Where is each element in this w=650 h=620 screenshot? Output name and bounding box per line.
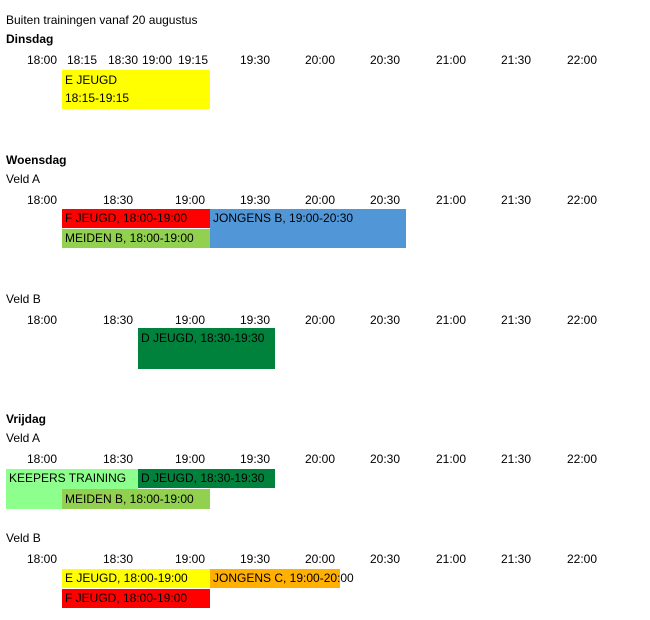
time-tick: 19:30 — [239, 53, 271, 67]
training-block-meiden-b: MEIDEN B, 18:00-19:00 — [62, 229, 210, 248]
time-tick: 18:30 — [102, 452, 134, 466]
time-tick: 21:00 — [435, 452, 467, 466]
time-tick: 19:00 — [141, 53, 173, 67]
field-label-vrijdag-veld-b: Veld B — [6, 531, 41, 545]
time-tick: 19:00 — [174, 193, 206, 207]
time-tick: 22:00 — [566, 313, 598, 327]
time-tick: 20:30 — [369, 552, 401, 566]
time-tick: 20:00 — [304, 193, 336, 207]
time-tick: 19:00 — [174, 313, 206, 327]
time-tick: 20:30 — [369, 452, 401, 466]
time-tick: 18:30 — [102, 552, 134, 566]
time-tick: 19:30 — [239, 452, 271, 466]
time-tick: 21:30 — [500, 452, 532, 466]
training-block-e-jeugd: E JEUGD, 18:00-19:00 — [62, 569, 210, 588]
time-tick: 19:30 — [239, 313, 271, 327]
time-tick: 21:30 — [500, 53, 532, 67]
time-tick: 20:30 — [369, 53, 401, 67]
training-block-d-jeugd: D JEUGD, 18:30-19:30 — [138, 469, 275, 488]
training-block-e-jeugd: E JEUGD 18:15-19:15 — [62, 70, 210, 109]
time-tick: 18:30 — [107, 53, 139, 67]
time-tick: 20:30 — [369, 193, 401, 207]
time-tick: 18:00 — [26, 313, 58, 327]
time-tick: 20:00 — [304, 452, 336, 466]
time-tick: 21:00 — [435, 313, 467, 327]
training-block-meiden-b: MEIDEN B, 18:00-19:00 — [62, 489, 210, 509]
day-heading-woensdag: Woensdag — [6, 153, 67, 167]
field-label-woensdag-veld-a: Veld A — [6, 172, 41, 186]
training-block-d-jeugd: D JEUGD, 18:30-19:30 — [138, 328, 275, 369]
time-tick: 18:00 — [26, 193, 58, 207]
field-label-woensdag-veld-b: Veld B — [6, 292, 41, 306]
time-tick: 21:30 — [500, 552, 532, 566]
training-block-jongens-c: JONGENS C, 19:00-20:00 — [210, 569, 354, 588]
time-tick: 22:00 — [566, 53, 598, 67]
time-tick: 18:00 — [26, 452, 58, 466]
time-tick: 19:15 — [177, 53, 209, 67]
time-tick: 21:30 — [500, 193, 532, 207]
block-label: E JEUGD — [65, 73, 118, 87]
time-tick: 18:15 — [66, 53, 98, 67]
time-tick: 19:00 — [174, 552, 206, 566]
time-tick: 21:00 — [435, 552, 467, 566]
time-tick: 21:00 — [435, 53, 467, 67]
time-tick: 22:00 — [566, 552, 598, 566]
time-tick: 19:30 — [239, 552, 271, 566]
time-tick: 18:00 — [26, 53, 58, 67]
time-tick: 22:00 — [566, 193, 598, 207]
time-tick: 20:00 — [304, 53, 336, 67]
time-tick: 18:00 — [26, 552, 58, 566]
time-tick: 22:00 — [566, 452, 598, 466]
time-tick: 19:30 — [239, 193, 271, 207]
page-title: Buiten trainingen vanaf 20 augustus — [6, 13, 198, 27]
day-heading-vrijdag: Vrijdag — [6, 412, 47, 426]
block-time: 18:15-19:15 — [65, 91, 130, 105]
training-block-jongens-b: JONGENS B, 19:00-20:30 — [210, 209, 406, 248]
time-tick: 18:30 — [102, 193, 134, 207]
training-block-f-jeugd: F JEUGD, 18:00-19:00 — [62, 209, 210, 228]
time-tick: 21:30 — [500, 313, 532, 327]
time-tick: 20:30 — [369, 313, 401, 327]
time-tick: 18:30 — [102, 313, 134, 327]
day-heading-dinsdag: Dinsdag — [6, 32, 54, 46]
time-tick: 21:00 — [435, 193, 467, 207]
training-block-f-jeugd: F JEUGD, 18:00-19:00 — [62, 589, 210, 608]
time-tick: 20:00 — [304, 552, 336, 566]
time-tick: 20:00 — [304, 313, 336, 327]
time-tick: 19:00 — [174, 452, 206, 466]
field-label-vrijdag-veld-a: Veld A — [6, 431, 41, 445]
